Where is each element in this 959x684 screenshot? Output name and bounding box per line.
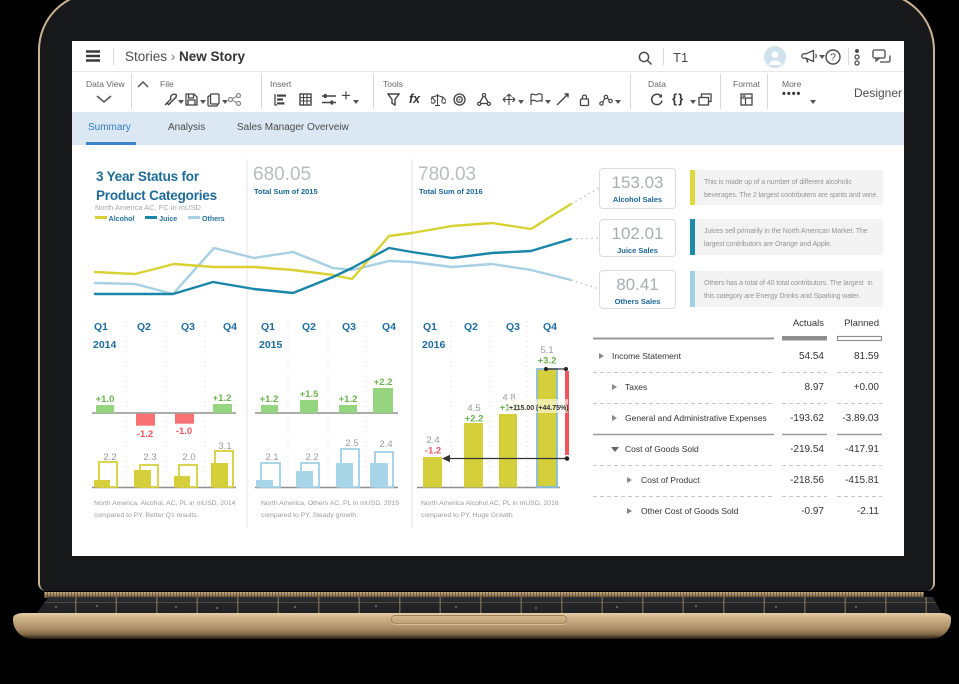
svg-text:+1.2: +1.2	[260, 394, 279, 405]
svg-text:5.1: 5.1	[540, 345, 553, 356]
svg-text:+1.5: +1.5	[300, 389, 319, 400]
svg-text:2.5: 2.5	[345, 438, 358, 449]
svg-text:2.0: 2.0	[182, 452, 195, 463]
svg-text:+115.00 (+44.75%): +115.00 (+44.75%)	[509, 405, 569, 412]
svg-text:2.2: 2.2	[103, 452, 116, 463]
svg-text:+2.2: +2.2	[374, 377, 393, 388]
svg-text:+1.2: +1.2	[213, 393, 232, 404]
svg-text:2.4: 2.4	[426, 435, 439, 446]
svg-text:2.1: 2.1	[265, 452, 278, 463]
svg-text:3.1: 3.1	[218, 441, 231, 452]
svg-text:4.5: 4.5	[467, 403, 480, 414]
svg-text:2.2: 2.2	[305, 452, 318, 463]
svg-text:-1.2: -1.2	[425, 446, 441, 457]
svg-text:-1.2: -1.2	[137, 429, 153, 440]
svg-text:+3.2: +3.2	[538, 356, 557, 367]
svg-text:2.3: 2.3	[143, 452, 156, 463]
svg-text:+1.0: +1.0	[96, 394, 115, 405]
svg-text:4.8: 4.8	[502, 393, 515, 404]
svg-text:-1.0: -1.0	[176, 426, 192, 437]
svg-text:+1.2: +1.2	[339, 394, 358, 405]
svg-text:?: ?	[830, 52, 836, 64]
svg-text:2.4: 2.4	[379, 439, 392, 450]
svg-text:+2.2: +2.2	[465, 414, 484, 425]
